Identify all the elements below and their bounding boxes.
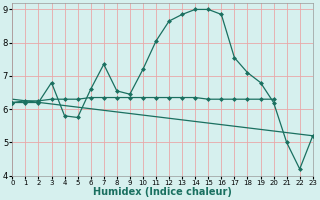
X-axis label: Humidex (Indice chaleur): Humidex (Indice chaleur)	[93, 187, 232, 197]
